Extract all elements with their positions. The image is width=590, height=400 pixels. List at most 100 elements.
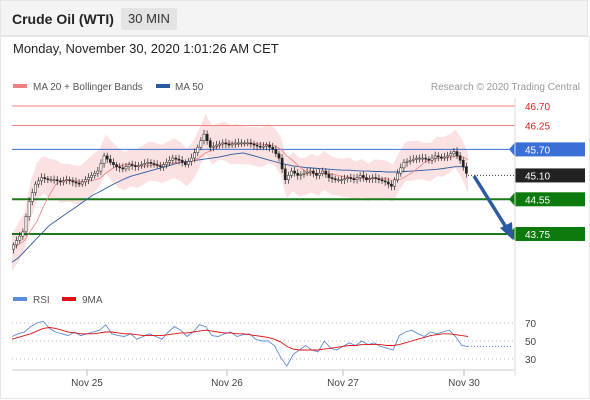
chart-header: Crude Oil (WTI) 30 MIN (0, 0, 588, 36)
price-candles (12, 129, 468, 254)
x-axis: Nov 25 Nov 26 Nov 27 Nov 30 (71, 370, 480, 389)
candle-body (324, 170, 328, 175)
candle-body (68, 179, 72, 182)
candle-body (74, 181, 78, 184)
candle-body (190, 157, 193, 162)
candle-body (449, 153, 453, 157)
level-label-bg (515, 192, 585, 207)
candle-body (146, 162, 150, 164)
candle-body (112, 162, 115, 165)
candle-body (15, 240, 18, 246)
candle-body (343, 178, 346, 181)
candle-body (390, 183, 393, 187)
candle-body (58, 180, 62, 183)
candle-body (162, 164, 165, 167)
candle-body (171, 157, 175, 161)
candle-body (168, 159, 172, 163)
candle-body (386, 181, 390, 185)
candle-body (305, 171, 309, 174)
bollinger-band-area (12, 113, 468, 271)
candle-body (152, 163, 156, 165)
candle-body (433, 155, 437, 159)
x-axis-label: Nov 27 (327, 378, 359, 389)
candle-body (355, 177, 359, 181)
candle-body (205, 133, 209, 141)
candle-body (436, 155, 440, 158)
rsi-panel: 70 50 30 (11, 319, 537, 368)
candle-body (458, 155, 462, 161)
candle-body (440, 156, 443, 159)
candle-body (143, 163, 147, 165)
candle-body (271, 146, 275, 150)
level-label: 46.70 (525, 102, 550, 113)
candle-body (265, 144, 268, 147)
current-price-label: 45.10 (525, 171, 550, 182)
candle-body (199, 140, 203, 148)
bollinger-legend-label: MA 20 + Bollinger Bands (33, 82, 143, 93)
candle-body (358, 175, 362, 178)
ma50-legend-swatch (156, 84, 170, 88)
candle-body (133, 165, 137, 167)
rsi-legend-label: RSI (33, 295, 50, 306)
candle-body (193, 152, 197, 159)
rsi-tick-label: 50 (525, 337, 537, 348)
ma20-line (11, 142, 469, 250)
rsi-ma-line (11, 327, 469, 351)
candle-body (408, 159, 412, 162)
candle-body (396, 173, 400, 181)
candle-body (399, 167, 403, 174)
level-label-pointer (509, 142, 515, 157)
candle-body (21, 231, 25, 237)
candle-body (308, 170, 312, 173)
candle-body (12, 244, 15, 250)
candle-body (18, 235, 22, 241)
candle-body (102, 155, 106, 164)
candle-body (177, 158, 181, 161)
candle-body (224, 142, 228, 145)
candle-body (227, 143, 231, 146)
watermark: Research © 2020 Trading Central (431, 82, 580, 93)
candle-body (80, 181, 84, 185)
candle-body (465, 166, 468, 174)
candle-body (183, 162, 187, 165)
candle-body (302, 173, 306, 175)
candle-body (37, 180, 40, 185)
candle-body (286, 175, 290, 181)
candle-body (137, 165, 140, 167)
candle-body (77, 182, 81, 185)
level-label-bg (515, 142, 585, 157)
candle-body (237, 142, 240, 145)
level-label: 46.25 (525, 122, 550, 133)
candle-body (315, 173, 318, 176)
level-label: 43.75 (525, 230, 550, 241)
x-axis-label: Nov 26 (211, 378, 243, 389)
instrument-title: Crude Oil (WTI) (12, 11, 114, 27)
candle-body (346, 177, 350, 179)
candle-body (296, 173, 300, 176)
candle-body (187, 161, 190, 165)
candle-body (124, 166, 128, 170)
candle-body (96, 170, 100, 174)
candle-body (218, 143, 221, 146)
level-label-bg (515, 227, 585, 241)
candle-body (377, 178, 381, 181)
candle-body (30, 192, 34, 202)
candle-body (415, 157, 418, 160)
candle-body (430, 157, 434, 161)
candle-body (240, 142, 243, 145)
x-axis-label: Nov 30 (448, 378, 480, 389)
timeframe-button[interactable]: 30 MIN (121, 8, 177, 30)
candle-body (280, 157, 284, 170)
candle-body (327, 174, 331, 178)
candle-body (249, 142, 253, 145)
candle-body (93, 173, 97, 176)
candle-body (349, 177, 353, 179)
candle-body (258, 145, 262, 148)
candle-body (446, 155, 449, 158)
candle-body (393, 179, 396, 187)
candle-body (262, 145, 265, 148)
candle-body (208, 140, 212, 148)
candle-body (196, 146, 200, 153)
rsi-ma-legend-label: 9MA (82, 295, 103, 306)
